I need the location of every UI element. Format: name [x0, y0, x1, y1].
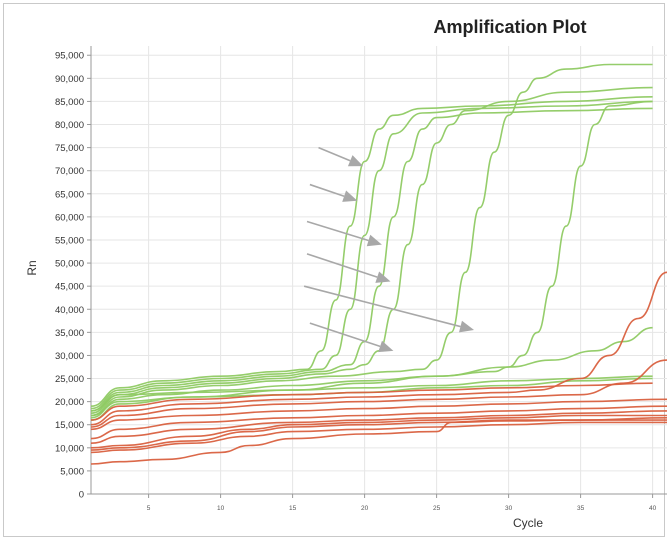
y-tick-label: 20,000 [55, 397, 84, 408]
chart-title: Amplification Plot [433, 17, 587, 37]
y-tick-label: 30,000 [55, 351, 84, 362]
annotation-arrow-shaft-2 [309, 183, 345, 197]
series-line-unamplified-11 [91, 271, 667, 426]
x-tick-label: 20 [361, 505, 369, 512]
annotation-arrow-head-2 [342, 190, 358, 202]
y-tick-label: 0 [79, 490, 84, 501]
series-line-unamplified-14 [91, 405, 667, 440]
y-tick-label: 90,000 [55, 74, 84, 85]
y-tick-label: 75,000 [55, 143, 84, 154]
annotation-arrow-shaft-1 [318, 146, 351, 162]
series-line-amplified-1 [91, 96, 653, 407]
series-line-amplified-4 [91, 86, 653, 414]
series-line-unamplified-18 [91, 421, 667, 454]
y-tick-label: 35,000 [55, 328, 84, 339]
grid-lines [91, 46, 667, 495]
y-tick-label: 55,000 [55, 235, 84, 246]
series-lines [91, 63, 667, 465]
y-tick-label: 65,000 [55, 189, 84, 200]
annotation-arrow-shaft-6 [309, 322, 381, 348]
y-tick-label: 15,000 [55, 420, 84, 431]
series-line-unamplified-12 [91, 359, 667, 428]
y-tick-label: 40,000 [55, 305, 84, 316]
annotation-arrow-head-3 [366, 234, 382, 247]
y-tick-label: 45,000 [55, 282, 84, 293]
annotation-arrow-head-6 [378, 340, 394, 353]
y-tick-label: 50,000 [55, 259, 84, 270]
annotation-arrow-shaft-4 [306, 253, 378, 278]
x-tick-label: 10 [217, 505, 225, 512]
series-line-unamplified-15 [91, 410, 667, 444]
y-tick-label: 60,000 [55, 212, 84, 223]
x-tick-label: 40 [649, 505, 657, 512]
y-tick-label: 5,000 [60, 466, 84, 477]
series-line-unamplified-13 [91, 398, 667, 431]
annotation-arrow-head-5 [458, 320, 475, 333]
x-axis-ticks: 5 10 15 20 25 30 35 40 [147, 494, 657, 512]
annotation-arrows [303, 146, 475, 353]
y-tick-label: 70,000 [55, 166, 84, 177]
x-tick-label: 25 [433, 505, 441, 512]
x-tick-label: 30 [505, 505, 513, 512]
series-line-amplified-5 [91, 63, 653, 417]
x-tick-label: 5 [147, 505, 151, 512]
series-line-unamplified-16 [91, 414, 667, 449]
y-tick-label: 85,000 [55, 97, 84, 108]
series-line-amplified-7 [91, 326, 653, 421]
x-axis-label: Cycle [513, 516, 543, 530]
x-tick-label: 15 [289, 505, 297, 512]
annotation-arrow-shaft-5 [303, 285, 461, 328]
series-line-amplified-3 [91, 107, 653, 412]
annotation-arrow-head-1 [347, 155, 364, 167]
x-tick-label: 35 [577, 505, 585, 512]
y-tick-label: 10,000 [55, 443, 84, 454]
y-axis-label: Rn [25, 260, 39, 275]
series-line-amplified-8 [91, 375, 653, 412]
y-tick-label: 95,000 [55, 51, 84, 62]
annotation-arrow-head-4 [375, 271, 391, 283]
y-tick-label: 80,000 [55, 120, 84, 131]
y-tick-label: 25,000 [55, 374, 84, 385]
series-line-unamplified-19 [91, 419, 667, 465]
annotation-arrow-shaft-3 [306, 220, 369, 242]
y-axis-ticks: 0 5,000 10,000 15,000 20,000 25,000 30,000 35,0… [55, 51, 91, 501]
